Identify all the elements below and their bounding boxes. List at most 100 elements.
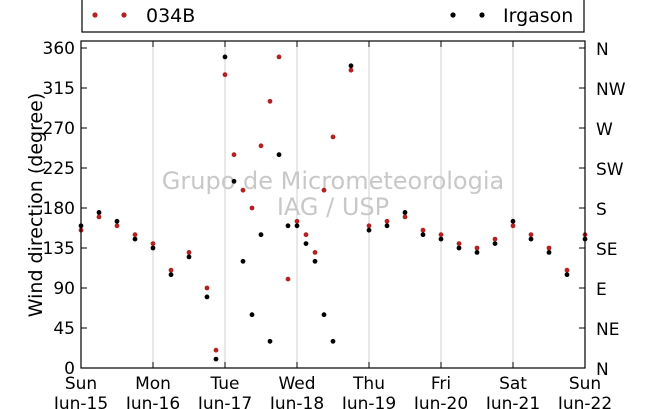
data-point	[420, 227, 426, 233]
plot-frame	[80, 40, 586, 369]
data-point	[384, 218, 390, 224]
data-point	[204, 294, 210, 300]
y-tick-label: 45	[53, 319, 75, 339]
x-tick-date: Jun-22	[557, 394, 612, 409]
compass-label: NW	[596, 80, 626, 100]
data-point	[267, 338, 273, 344]
data-point	[312, 258, 318, 264]
compass-axis-ticks: N NE E SE S SW W NW N	[579, 40, 626, 380]
data-point	[213, 356, 219, 362]
compass-label: W	[596, 120, 613, 140]
y-axis-label: Wind direction (degree)	[25, 93, 47, 318]
data-point	[222, 72, 228, 78]
x-tick-date: Jun-16	[125, 394, 180, 409]
watermark-line-2: IAG / USP	[277, 193, 389, 221]
data-point	[510, 223, 516, 229]
data-point	[168, 267, 174, 273]
data-point	[285, 276, 291, 282]
data-point	[240, 187, 246, 193]
y-tick-label: 0	[64, 359, 75, 379]
data-point	[510, 218, 516, 224]
data-point	[258, 143, 264, 149]
data-point	[366, 227, 372, 233]
x-tick-day: Fri	[431, 374, 451, 394]
data-point	[204, 285, 210, 291]
legend-label: Irgason	[503, 5, 573, 27]
legend-marker	[479, 12, 485, 18]
data-point	[312, 250, 318, 255]
data-point	[96, 210, 102, 215]
data-point	[438, 232, 444, 238]
data-point	[564, 267, 570, 273]
data-point	[303, 241, 309, 247]
data-point	[474, 250, 480, 255]
compass-label: N	[596, 40, 609, 60]
x-tick-day: Sat	[499, 374, 527, 394]
data-point	[420, 232, 426, 238]
data-point	[96, 214, 102, 220]
x-tick-day: Wed	[278, 374, 315, 394]
watermark-line-1: Grupo de Micrometeorologia	[162, 167, 504, 195]
data-point	[303, 232, 309, 238]
data-point	[321, 187, 327, 193]
x-gridlines	[152, 41, 514, 368]
data-point	[528, 232, 534, 238]
data-point	[285, 223, 291, 229]
y-tick-label: 360	[43, 39, 75, 59]
data-point	[132, 236, 138, 242]
data-point	[348, 67, 354, 73]
data-point	[384, 223, 390, 229]
x-tick-date: Jun-21	[485, 394, 540, 409]
x-tick-date: Jun-19	[341, 394, 396, 409]
series-034b	[78, 54, 588, 353]
data-point	[330, 338, 336, 344]
y-axis-ticks: 0 45 90 135 180 225 270 315 360	[43, 39, 87, 379]
data-point	[438, 236, 444, 242]
legend-marker	[121, 12, 127, 18]
legend-label: 034B	[146, 5, 195, 27]
x-tick-day: Sun	[65, 374, 97, 394]
data-point	[402, 210, 408, 215]
data-point	[546, 250, 552, 255]
data-point	[366, 223, 372, 229]
legend: 034B Irgason	[92, 5, 573, 27]
y-tick-label: 180	[43, 199, 75, 219]
x-tick-date: Jun-18	[269, 394, 324, 409]
data-point	[276, 54, 282, 60]
x-tick-date: Jun-17	[197, 394, 252, 409]
data-point	[294, 223, 300, 229]
scatter-points	[78, 54, 588, 362]
data-point	[240, 258, 246, 264]
data-point	[330, 134, 336, 140]
y-tick-label: 225	[43, 159, 75, 179]
data-point	[249, 312, 255, 318]
x-tick-day: Mon	[135, 374, 171, 394]
data-point	[348, 63, 354, 69]
data-point	[456, 245, 462, 251]
legend-box	[81, 0, 585, 33]
data-point	[276, 152, 282, 158]
data-point	[258, 232, 264, 238]
data-point	[222, 54, 228, 60]
data-point	[564, 272, 570, 278]
data-point	[456, 241, 462, 247]
data-point	[321, 312, 327, 318]
data-point	[132, 232, 138, 238]
y-tick-label: 315	[43, 79, 75, 99]
compass-label: E	[596, 280, 607, 300]
x-tick-day: Sun	[569, 374, 601, 394]
data-point	[186, 250, 192, 255]
data-point	[150, 241, 156, 247]
data-point	[231, 178, 237, 184]
x-tick-day: Thu	[352, 374, 385, 394]
legend-marker	[92, 12, 98, 18]
x-axis-ticks: SunJun-15MonJun-16TueJun-17WedJun-18ThuJ…	[53, 41, 612, 409]
data-point	[267, 98, 273, 104]
y-tick-label: 270	[43, 119, 75, 139]
compass-label: S	[596, 200, 607, 220]
x-tick-date: Jun-15	[53, 394, 108, 409]
x-tick-date: Jun-20	[413, 394, 468, 409]
data-point	[168, 272, 174, 278]
